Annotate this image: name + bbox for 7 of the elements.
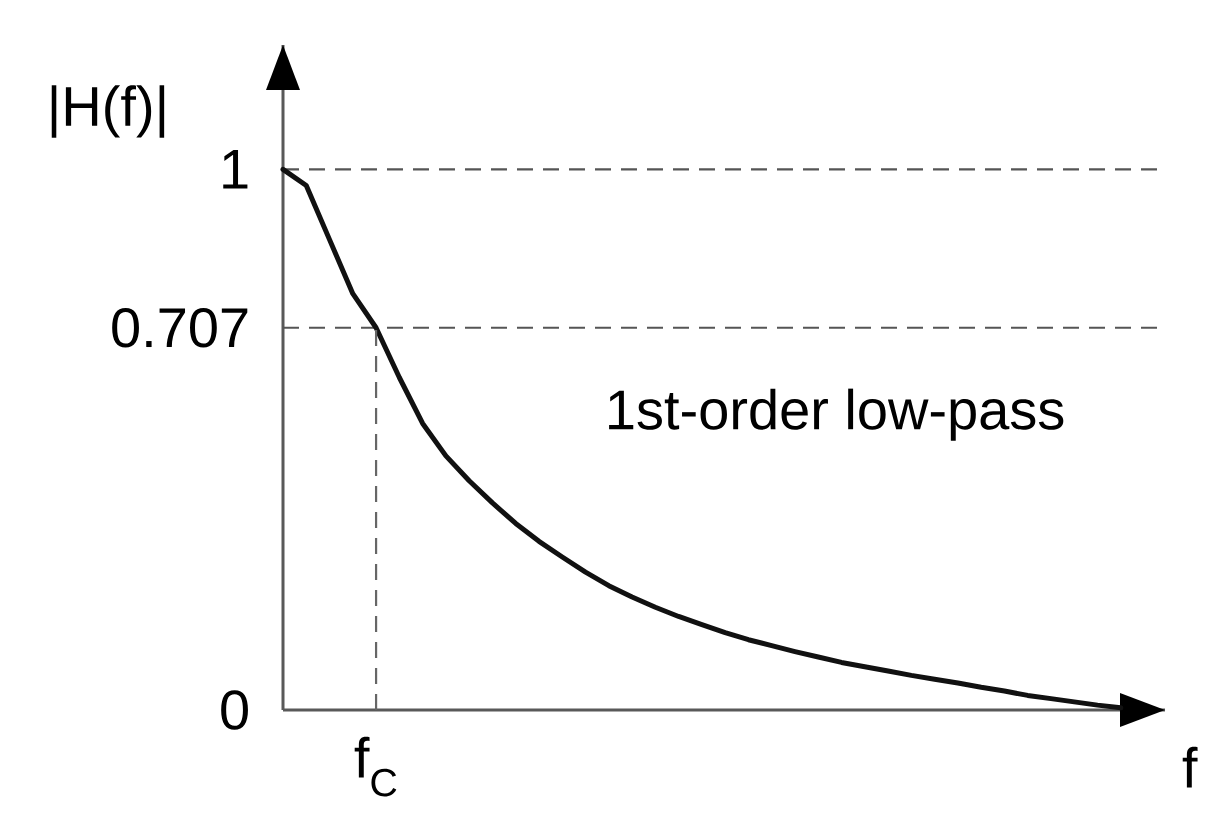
- x-axis-title: f: [1182, 746, 1198, 788]
- y-tick-label: 0.707: [112, 307, 248, 348]
- annotation: 1st-order low-pass: [609, 388, 1064, 441]
- y-tick-label: 1: [223, 150, 248, 189]
- y-tick-label: 0: [221, 690, 248, 730]
- y-axis-title: |H(f)|: [51, 85, 165, 138]
- annotation: f$_{C}$: [354, 736, 397, 797]
